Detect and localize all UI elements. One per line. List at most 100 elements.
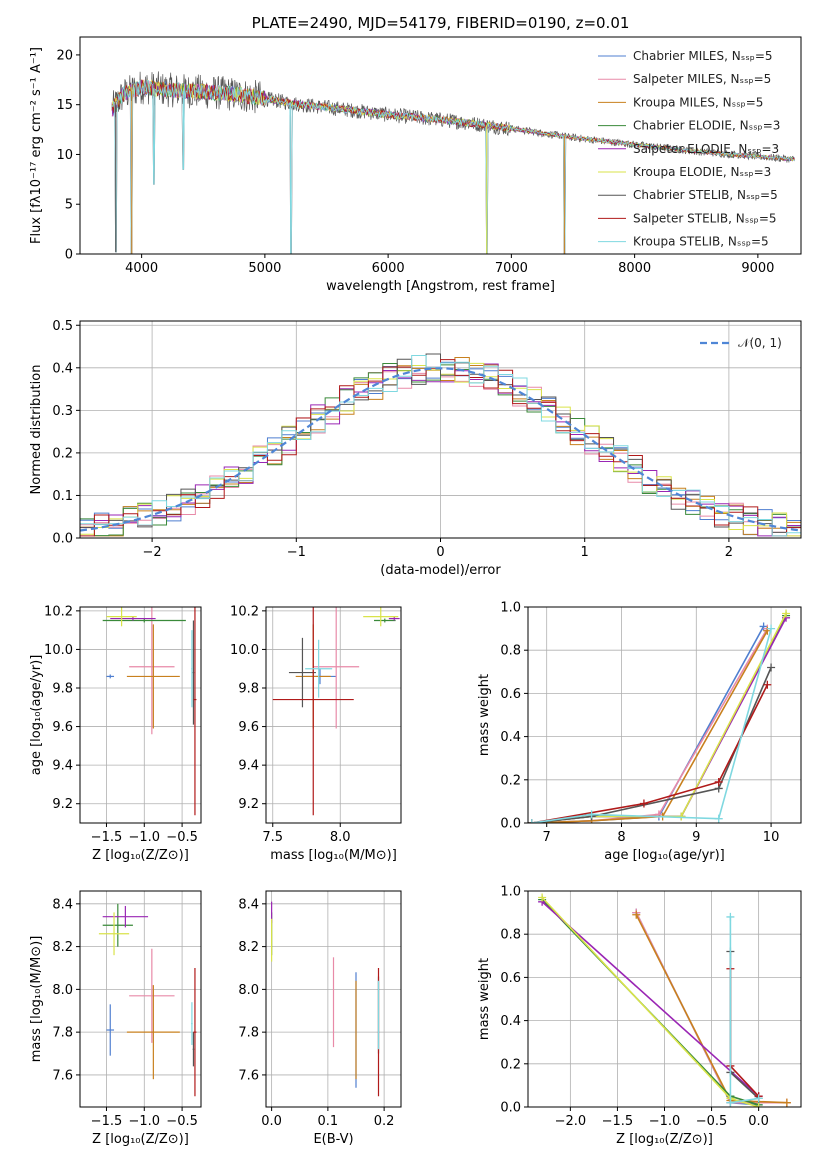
y-tick-label: 0 [65, 248, 73, 263]
mass-weight-series [531, 628, 772, 823]
y-tick-label: 8.2 [52, 940, 73, 955]
y-tick-label: 9.8 [52, 682, 73, 697]
y-tick-label: 1.0 [500, 601, 521, 616]
mass-weight-series [541, 896, 759, 1107]
y-tick-label: 8.0 [238, 983, 259, 998]
plus-marker [714, 814, 723, 823]
legend-label: Kroupa ELODIE, Nₛₛₚ=3 [633, 165, 771, 179]
x-tick-label: −1.5 [91, 1114, 123, 1129]
legend-label: Kroupa MILES, Nₛₛₚ=5 [633, 95, 763, 109]
x-tick-label: −2.0 [555, 1114, 587, 1129]
x-tick-label: −2 [143, 545, 162, 560]
x-tick-label: −0.5 [166, 1114, 198, 1129]
y-tick-label: 8.4 [52, 897, 73, 912]
mass-weight-series [531, 630, 768, 823]
plus-marker [538, 893, 547, 902]
plus-marker [726, 912, 735, 921]
chart-title: PLATE=2490, MJD=54179, FIBERID=0190, z=0… [252, 14, 630, 32]
y-tick-label: 0.4 [500, 1014, 521, 1029]
x-axis-label: age [log₁₀(age/yr)] [604, 848, 725, 863]
y-tick-label: 9.4 [52, 759, 73, 774]
axes-frame [79, 36, 802, 255]
mass-weight-series [729, 951, 760, 1099]
plus-marker [767, 624, 776, 633]
y-tick-label: 10.2 [44, 604, 73, 619]
y-tick-label: 9.6 [52, 720, 73, 735]
y-tick-label: 0.4 [52, 361, 73, 376]
axes-frame [79, 606, 202, 824]
x-tick-label: 2 [725, 545, 733, 560]
y-tick-label: 0.8 [500, 644, 521, 659]
legend-label: Salpeter STELIB, Nₛₛₚ=5 [633, 211, 777, 225]
y-tick-label: 0.2 [52, 446, 73, 461]
x-tick-label: 0 [436, 545, 444, 560]
y-tick-label: 8.4 [238, 897, 259, 912]
y-tick-label: 0.0 [500, 1101, 521, 1116]
y-tick-label: 9.2 [52, 797, 73, 812]
x-tick-label: −0.5 [696, 1114, 728, 1129]
mass-weight-series [531, 684, 769, 823]
legend-label: Chabrier ELODIE, Nₛₛₚ=3 [633, 119, 780, 133]
y-tick-label: 15 [56, 98, 73, 113]
x-tick-label: 9 [692, 830, 700, 845]
axes-frame [527, 890, 802, 1108]
x-tick-label: 8 [617, 830, 625, 845]
x-tick-label: 8.0 [330, 830, 351, 845]
y-axis-label: Normed distribution [29, 365, 44, 495]
x-tick-label: 0.2 [374, 1114, 395, 1129]
x-tick-label: −1 [287, 545, 306, 560]
axes-frame [527, 606, 802, 824]
gaussian-curve [80, 367, 801, 532]
plus-marker [632, 910, 641, 919]
x-tick-label: 0.1 [318, 1114, 339, 1129]
y-tick-label: 10 [56, 148, 73, 163]
x-tick-label: −1.5 [91, 830, 123, 845]
y-tick-label: 0.6 [500, 971, 521, 986]
y-tick-label: 0.5 [52, 319, 73, 334]
errorbar-points [271, 901, 380, 1097]
legend-label: Chabrier STELIB, Nₛₛₚ=5 [633, 188, 778, 202]
y-tick-label: 5 [65, 198, 73, 213]
y-tick-label: 9.4 [238, 759, 259, 774]
legend-label: 𝒩(0, 1) [738, 336, 782, 350]
y-tick-label: 10.0 [230, 643, 259, 658]
x-axis-label: mass [log₁₀(M/M⊙)] [270, 848, 397, 863]
legend-label: Chabrier MILES, Nₛₛₚ=5 [633, 49, 773, 63]
x-tick-label: −1.0 [649, 1114, 681, 1129]
y-tick-label: 8.2 [238, 940, 259, 955]
histograms [80, 353, 801, 537]
x-tick-label: −1.5 [602, 1114, 634, 1129]
axes-frame [265, 606, 402, 824]
mass-weight-lines [538, 893, 791, 1107]
y-axis-label: mass weight [477, 674, 492, 756]
x-tick-label: 0.0 [748, 1114, 769, 1129]
plus-marker [528, 819, 536, 823]
errorbar-points [98, 903, 197, 1097]
x-axis-label: Z [log₁₀(Z/Z⊙)] [92, 1132, 189, 1147]
legend-label: Kroupa STELIB, Nₛₛₚ=5 [633, 235, 769, 249]
errorbar-points [102, 607, 197, 816]
y-tick-label: 8.0 [52, 983, 73, 998]
plus-marker [677, 812, 686, 821]
x-tick-label: 7 [543, 830, 551, 845]
plus-marker [754, 1094, 763, 1103]
plus-marker [639, 799, 648, 808]
y-tick-label: 1.0 [500, 885, 521, 900]
x-tick-label: 10 [763, 830, 780, 845]
plus-marker [763, 680, 772, 689]
x-tick-label: 0.0 [261, 1114, 282, 1129]
spectrum-series [111, 79, 795, 254]
y-tick-label: 20 [56, 48, 73, 63]
x-axis-label: Z [log₁₀(Z/Z⊙)] [92, 848, 189, 863]
y-tick-label: 0.2 [500, 773, 521, 788]
x-tick-label: 7.5 [262, 830, 283, 845]
x-tick-label: 8000 [618, 261, 651, 276]
x-tick-label: 5000 [248, 261, 281, 276]
y-tick-label: 9.2 [238, 797, 259, 812]
y-tick-label: 7.6 [52, 1068, 73, 1083]
y-tick-label: 9.8 [238, 682, 259, 697]
y-axis-label: mass [log₁₀(M/M⊙)] [29, 936, 44, 1063]
y-tick-label: 0.8 [500, 928, 521, 943]
legend-label: Salpeter MILES, Nₛₛₚ=5 [633, 72, 771, 86]
